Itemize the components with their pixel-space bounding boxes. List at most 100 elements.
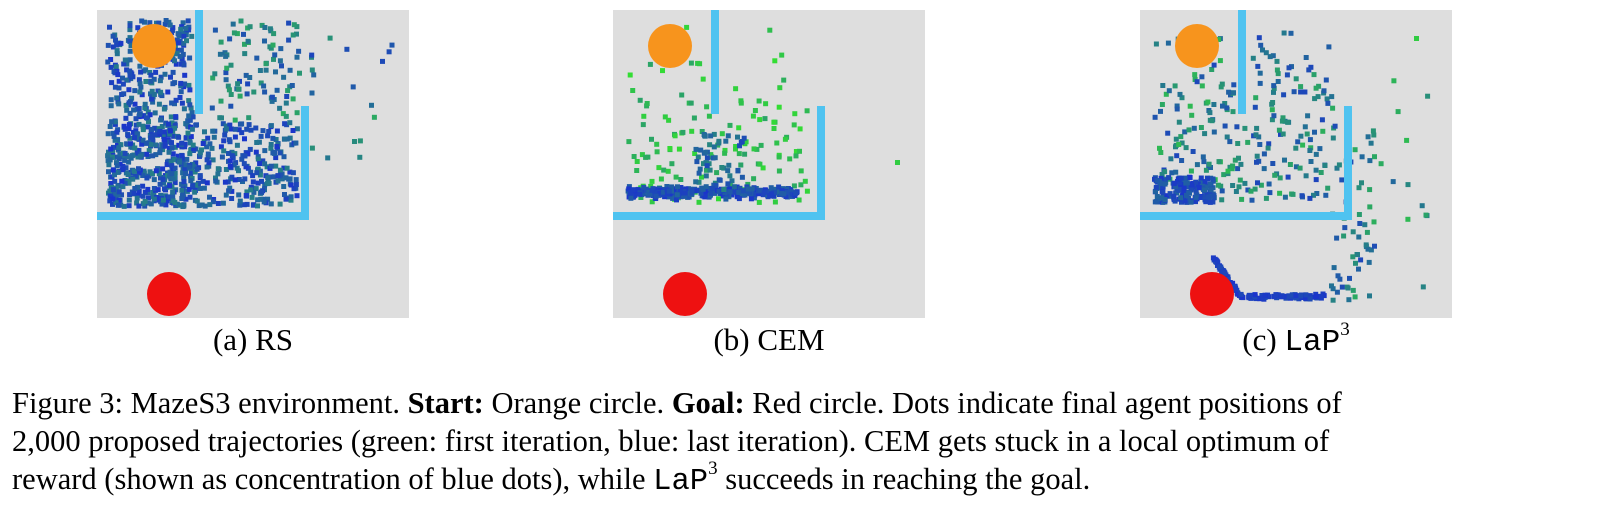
trajectory-dot [247, 75, 253, 80]
trajectory-dot [296, 48, 302, 54]
trajectory-dot [134, 200, 140, 206]
trajectory-dot [255, 156, 261, 162]
trajectory-dot [111, 144, 116, 150]
trajectory-dot [139, 141, 145, 147]
trajectory-dot [206, 160, 212, 166]
trajectory-dot [147, 70, 153, 75]
trajectory-dot [188, 147, 194, 153]
trajectory-dot [1198, 125, 1204, 130]
trajectory-dot [777, 85, 783, 91]
trajectory-dot [143, 79, 149, 84]
trajectory-dot [1215, 182, 1221, 188]
trajectory-dot [282, 192, 287, 197]
trajectory-dot [1307, 137, 1313, 143]
trajectory-dot [280, 111, 286, 117]
trajectory-dot [177, 95, 183, 100]
trajectory-dot [1181, 185, 1187, 191]
trajectory-dot [225, 83, 231, 89]
trajectory-dot [281, 184, 287, 189]
trajectory-dot [669, 161, 675, 167]
trajectory-dot [647, 191, 652, 197]
trajectory-dot [259, 178, 264, 184]
trajectory-dot [134, 195, 140, 201]
trajectory-dot [138, 69, 144, 75]
subcaption-lap3: (c) LaP3 [1140, 320, 1452, 361]
trajectory-dot [133, 122, 139, 128]
trajectory-dot [225, 179, 231, 185]
trajectory-dot [729, 178, 735, 184]
trajectory-dot [156, 171, 162, 177]
trajectory-dot [708, 190, 714, 196]
trajectory-dot [137, 153, 143, 159]
trajectory-dot [679, 92, 685, 98]
trajectory-dot [113, 185, 119, 191]
trajectory-dot [634, 168, 640, 173]
trajectory-dot [683, 186, 689, 192]
trajectory-dot [270, 42, 276, 48]
trajectory-dot [271, 31, 277, 37]
trajectory-dot [1423, 212, 1429, 218]
trajectory-dot [112, 84, 118, 90]
trajectory-dot [1280, 131, 1286, 137]
trajectory-dot [713, 183, 719, 189]
trajectory-dot [779, 188, 785, 194]
trajectory-dot [1222, 101, 1228, 106]
trajectory-dot [172, 157, 178, 163]
trajectory-dot [294, 126, 300, 132]
trajectory-dot [255, 203, 260, 209]
trajectory-dot [125, 154, 131, 160]
trajectory-dot [1372, 243, 1377, 249]
trajectory-dot [1231, 82, 1237, 88]
caption-line-3: reward (shown as concentration of blue d… [12, 457, 1091, 499]
trajectory-dot [277, 105, 283, 111]
trajectory-dot [1195, 181, 1201, 187]
trajectory-dot [128, 155, 134, 161]
trajectory-dot [666, 194, 672, 200]
trajectory-dot [161, 129, 167, 135]
trajectory-dot [1179, 95, 1185, 101]
trajectory-dot [630, 88, 636, 93]
trajectory-dot [1350, 254, 1356, 260]
trajectory-dot [125, 178, 131, 184]
trajectory-dot [641, 113, 647, 119]
trajectory-dot [187, 117, 193, 123]
trajectory-dot [667, 191, 673, 197]
trajectory-dot [1198, 175, 1204, 181]
trajectory-dot [167, 183, 173, 189]
trajectory-dot [1325, 100, 1331, 106]
trajectory-dot [1371, 219, 1377, 225]
trajectory-dot [309, 67, 315, 73]
trajectory-dot [1188, 187, 1194, 193]
trajectory-dot [719, 191, 725, 197]
trajectory-dot [703, 173, 709, 179]
trajectory-dot [139, 92, 145, 98]
trajectory-dot [1179, 140, 1185, 146]
trajectory-dot [1254, 153, 1260, 159]
trajectory-dot [126, 126, 132, 132]
trajectory-dot [145, 124, 151, 130]
trajectory-dot [1179, 158, 1185, 163]
trajectory-dot [108, 64, 114, 70]
trajectory-dot [1174, 103, 1180, 109]
trajectory-dot [1287, 162, 1293, 167]
maze-lap3-plot [1140, 10, 1431, 316]
trajectory-dot [1356, 266, 1361, 272]
trajectory-dot [290, 128, 296, 133]
trajectory-dot [783, 194, 789, 199]
trajectory-dot [723, 196, 729, 202]
trajectory-dots [105, 18, 395, 209]
trajectory-dot [181, 84, 187, 90]
trajectory-dot [164, 198, 170, 204]
trajectory-dot [386, 49, 392, 55]
trajectory-dot [230, 21, 236, 27]
trajectory-dot [293, 182, 299, 187]
trajectory-dot [123, 115, 129, 121]
trajectory-dot [257, 172, 263, 178]
trajectory-dot [289, 83, 295, 88]
trajectory-dot [254, 140, 260, 145]
trajectory-dot [110, 33, 116, 39]
trajectory-dot [151, 186, 157, 191]
trajectory-dot [699, 185, 705, 191]
trajectory-dot [251, 89, 257, 95]
trajectory-dot [1271, 85, 1277, 91]
